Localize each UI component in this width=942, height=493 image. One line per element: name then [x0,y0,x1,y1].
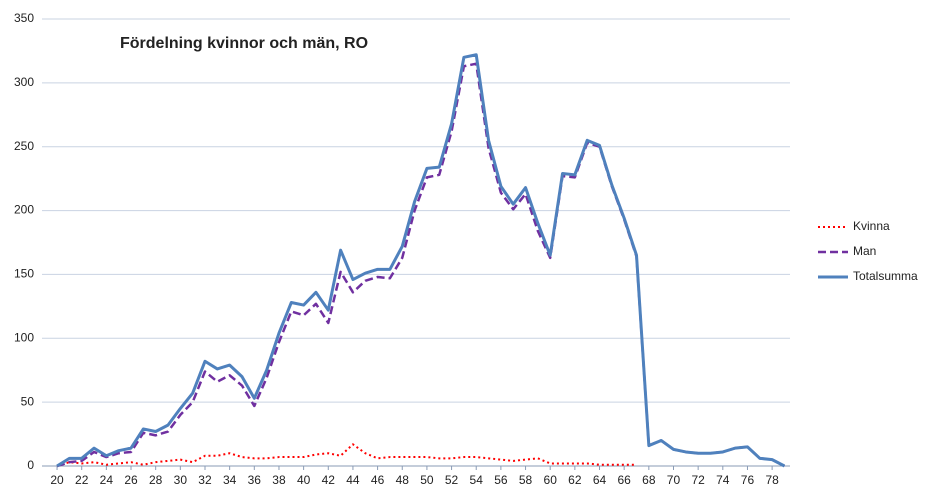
x-tick-label: 32 [198,473,212,487]
x-tick-label: 20 [50,473,64,487]
series-line [56,53,786,468]
x-tick-label: 58 [519,473,533,487]
x-tick-label: 26 [124,473,138,487]
chart-title: Fördelning kvinnor och män, RO [120,35,368,52]
x-tick-label: 28 [149,473,163,487]
legend-label: Man [853,244,876,258]
x-tick-label: 24 [100,473,114,487]
x-tick-label: 48 [396,473,410,487]
y-tick-label: 300 [14,75,34,89]
x-tick-label: 76 [741,473,755,487]
x-tick-label: 50 [420,473,434,487]
x-tick-label: 78 [765,473,779,487]
y-tick-label: 100 [14,330,34,344]
x-tick-label: 22 [75,473,89,487]
x-tick-label: 64 [593,473,607,487]
series-line [56,443,637,467]
x-tick-label: 60 [544,473,558,487]
x-tick-label: 52 [445,473,459,487]
y-tick-label: 0 [27,458,34,472]
y-tick-label: 350 [14,11,34,25]
x-tick-label: 70 [667,473,681,487]
x-tick-label: 74 [716,473,730,487]
x-tick-label: 38 [272,473,286,487]
y-tick-label: 50 [21,394,35,408]
x-tick-label: 42 [322,473,336,487]
y-tick-label: 200 [14,203,34,217]
x-tick-label: 72 [691,473,705,487]
x-tick-label: 34 [223,473,237,487]
x-tick-label: 46 [371,473,385,487]
x-tick-label: 56 [494,473,508,487]
legend-label: Kvinna [853,219,890,233]
x-tick-label: 54 [470,473,484,487]
x-tick-label: 66 [617,473,631,487]
y-tick-label: 150 [14,267,34,281]
legend-label: Totalsumma [853,269,918,283]
x-tick-label: 40 [297,473,311,487]
x-tick-label: 30 [174,473,188,487]
x-tick-label: 36 [248,473,262,487]
series-line [56,62,786,468]
y-tick-label: 250 [14,139,34,153]
x-tick-label: 44 [346,473,360,487]
x-tick-label: 62 [568,473,582,487]
x-tick-label: 68 [642,473,656,487]
